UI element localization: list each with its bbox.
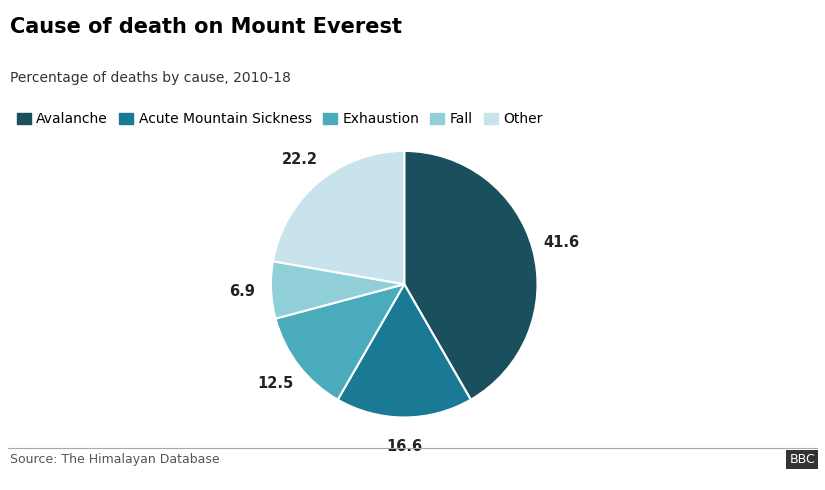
Text: 22.2: 22.2 [281, 152, 318, 167]
Text: BBC: BBC [790, 453, 815, 466]
Wedge shape [276, 284, 404, 400]
Text: 41.6: 41.6 [544, 235, 579, 250]
Text: Percentage of deaths by cause, 2010-18: Percentage of deaths by cause, 2010-18 [10, 71, 290, 85]
Wedge shape [271, 261, 404, 318]
Wedge shape [337, 284, 471, 417]
Legend: Avalanche, Acute Mountain Sickness, Exhaustion, Fall, Other: Avalanche, Acute Mountain Sickness, Exha… [16, 112, 543, 126]
Text: 12.5: 12.5 [257, 376, 294, 391]
Text: Cause of death on Mount Everest: Cause of death on Mount Everest [10, 17, 402, 37]
Text: Source: The Himalayan Database: Source: The Himalayan Database [10, 453, 219, 466]
Text: 6.9: 6.9 [229, 284, 255, 299]
Wedge shape [404, 151, 538, 400]
Wedge shape [273, 151, 404, 284]
Text: 16.6: 16.6 [386, 440, 422, 454]
